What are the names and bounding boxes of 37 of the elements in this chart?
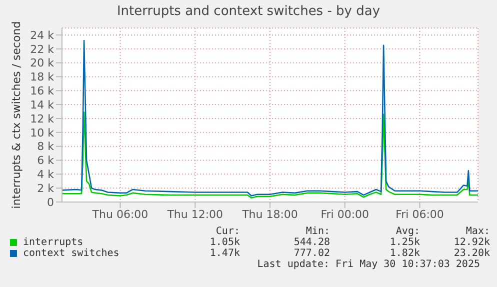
- x-tick-label: Thu 18:00: [241, 208, 298, 221]
- y-tick-label: 0: [47, 196, 54, 209]
- text: 1.05k: [208, 237, 240, 248]
- y-tick-label: 4 k: [37, 168, 55, 182]
- y-tick-label: 18 k: [30, 70, 55, 84]
- text: 12.92k: [452, 237, 490, 248]
- x-tick-label: Thu 12:00: [166, 208, 224, 221]
- text: Cur:: [214, 226, 240, 237]
- y-tick-label: 16 k: [30, 84, 55, 98]
- y-tick-label: 22 k: [30, 42, 55, 56]
- y-tick-label: 12 k: [30, 112, 55, 126]
- line-series: [62, 40, 478, 196]
- text: 1.82k: [388, 248, 420, 259]
- text: 777.02: [292, 248, 330, 259]
- line-series: [62, 112, 478, 198]
- text: 1.25k: [388, 237, 420, 248]
- text: Max:: [464, 226, 490, 237]
- x-tick-label: Thu 06:00: [91, 208, 148, 221]
- y-tick-label: 6 k: [37, 154, 55, 168]
- y-tick-label: 10 k: [30, 126, 55, 140]
- y-tick-label: 24 k: [30, 28, 55, 42]
- text: 1.47k: [208, 248, 240, 259]
- text: Avg:: [394, 226, 420, 237]
- text: 544.28: [292, 237, 330, 248]
- x-tick-label: Fri 00:00: [320, 208, 370, 221]
- text: 23.20k: [452, 248, 490, 259]
- x-tick-label: Fri 06:00: [396, 208, 444, 221]
- y-tick-label: 8 k: [37, 140, 55, 154]
- legend-label: interrupts: [22, 237, 84, 248]
- text: Min:: [304, 226, 330, 237]
- y-tick-label: 2 k: [37, 182, 55, 195]
- y-axis-title: interrupts & ctx switches / second: [10, 21, 23, 209]
- y-tick-label: 14 k: [30, 98, 55, 112]
- y-tick-label: 20 k: [30, 56, 55, 70]
- legend-label: context switches: [22, 248, 120, 259]
- text: Last update: Fri May 30 10:37:03 2025: [256, 259, 481, 270]
- chart-title: Interrupts and context switches - by day: [116, 4, 382, 19]
